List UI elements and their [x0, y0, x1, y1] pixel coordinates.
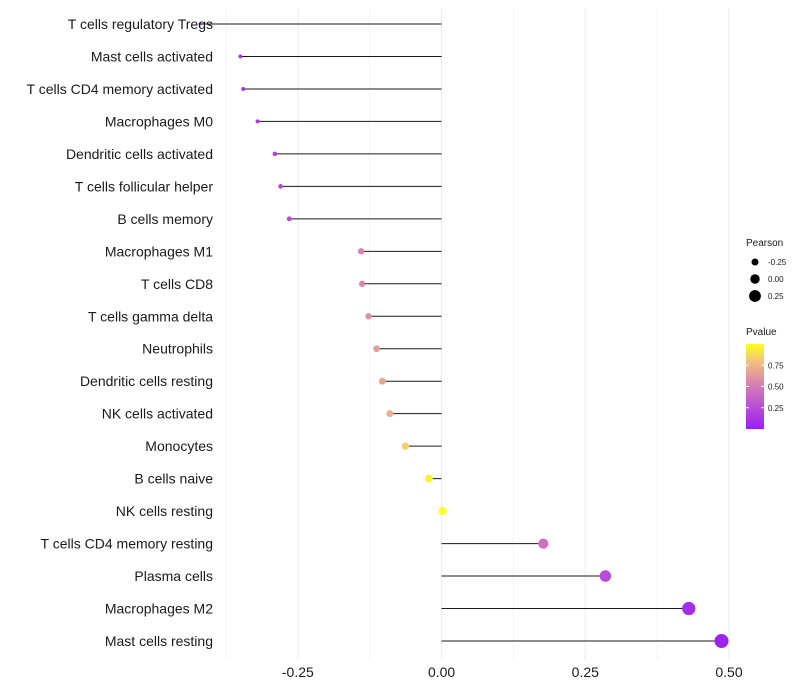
category-label: Plasma cells — [134, 568, 213, 584]
lollipop-point — [238, 54, 243, 59]
category-label: T cells CD4 memory activated — [27, 81, 213, 97]
lollipop-point — [373, 345, 380, 353]
category-label: B cells memory — [117, 211, 213, 227]
lollipop-point — [359, 280, 366, 287]
category-label: Macrophages M1 — [105, 243, 213, 259]
category-label: Macrophages M2 — [105, 601, 213, 617]
category-label: NK cells resting — [116, 503, 213, 519]
category-label: Dendritic cells activated — [66, 146, 213, 162]
lollipop-point — [286, 216, 292, 222]
legend-pearson-title: Pearson — [746, 238, 783, 249]
lollipop-point — [365, 312, 372, 320]
x-tick-label: 0.25 — [572, 664, 599, 680]
category-label: T cells regulatory Tregs — [68, 16, 213, 32]
legend-pvalue-colorbar — [746, 344, 764, 429]
legend-pvalue-label: 0.25 — [768, 404, 784, 413]
legend-pearson: Pearson -0.25 0.00 0.25 — [746, 238, 787, 302]
legend-pvalue-title: Pvalue — [746, 327, 777, 338]
category-label: Mast cells activated — [91, 48, 213, 64]
x-tick-label: 0.00 — [428, 664, 455, 680]
legend-pvalue: Pvalue 0.75 0.50 0.25 — [746, 327, 784, 429]
lollipop-point — [241, 86, 246, 91]
legend-pearson-key — [750, 274, 760, 284]
x-tick-label: -0.25 — [282, 664, 314, 680]
legend-pearson-key — [751, 258, 759, 266]
grid-layer — [225, 8, 730, 660]
legend-pearson-label: 0.25 — [768, 292, 784, 301]
category-label: T cells CD8 — [141, 276, 213, 292]
lollipop-point — [386, 410, 394, 418]
category-label: B cells naive — [134, 471, 213, 487]
lollipop-point — [255, 119, 260, 124]
category-label: Dendritic cells resting — [80, 373, 213, 389]
category-label: Neutrophils — [142, 341, 213, 357]
lollipop-point — [538, 538, 549, 549]
legend-pearson-key — [749, 290, 761, 302]
lollipop-point — [401, 442, 410, 450]
stem-layer — [200, 23, 722, 642]
lollipop-point — [198, 22, 202, 26]
lollipop-point — [425, 474, 433, 483]
lollipop-point — [438, 507, 447, 516]
lollipop-point — [682, 601, 696, 616]
legend-pearson-label: 0.00 — [768, 275, 784, 284]
category-label: T cells gamma delta — [88, 308, 213, 324]
category-label: Monocytes — [145, 438, 213, 454]
category-label: T cells CD4 memory resting — [41, 536, 213, 552]
lollipop-point — [714, 634, 729, 648]
x-tick-label: 0.50 — [715, 664, 742, 680]
lollipop-point — [357, 248, 365, 255]
lollipop-point — [272, 151, 278, 157]
category-label: Mast cells resting — [105, 633, 213, 649]
x-axis-tick-labels: -0.25 0.00 0.25 0.50 — [282, 664, 743, 680]
category-label: T cells follicular helper — [75, 178, 214, 194]
legend-pvalue-label: 0.75 — [768, 361, 784, 370]
point-layer — [198, 22, 729, 648]
legend-pvalue-label: 0.50 — [768, 383, 784, 392]
lollipop-point — [378, 377, 386, 385]
category-labels: T cells regulatory Tregs Mast cells activ… — [27, 16, 214, 649]
lollipop-point — [599, 570, 612, 582]
legend-pearson-label: -0.25 — [768, 258, 787, 267]
lollipop-point — [278, 184, 283, 189]
category-label: NK cells activated — [102, 406, 213, 422]
category-label: Macrophages M0 — [105, 113, 213, 129]
